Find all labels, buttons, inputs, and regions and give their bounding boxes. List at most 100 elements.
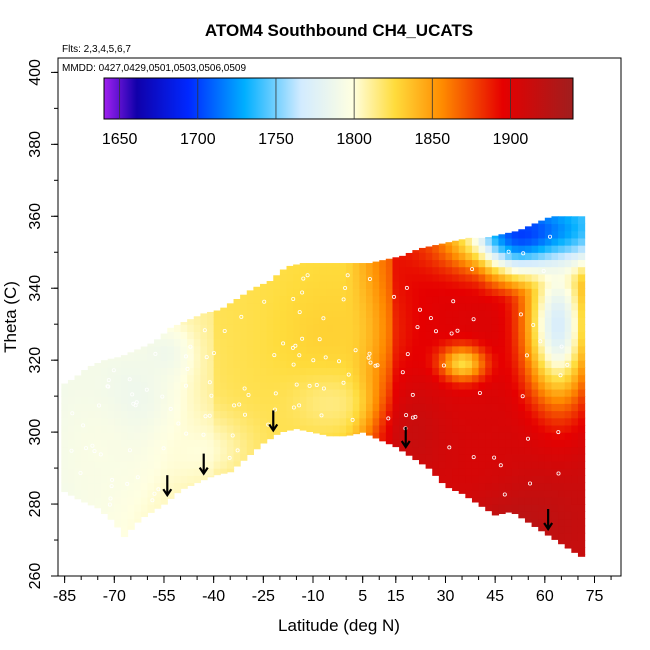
heatmap-cell xyxy=(551,288,559,297)
heatmap-cell xyxy=(551,381,559,390)
heatmap-cell xyxy=(452,475,460,484)
heatmap-cell xyxy=(226,331,235,340)
heatmap-cell xyxy=(438,309,447,318)
heatmap-cell xyxy=(571,223,579,232)
heatmap-cell xyxy=(253,403,261,412)
heatmap-cell xyxy=(140,504,149,512)
heatmap-cell xyxy=(372,281,380,289)
sample-point xyxy=(297,403,302,408)
heatmap-cell xyxy=(571,338,579,347)
heatmap-cell xyxy=(452,489,460,491)
heatmap-cell xyxy=(233,424,241,433)
heatmap-cell xyxy=(107,417,115,426)
heatmap-cell xyxy=(74,424,82,433)
heatmap-cell xyxy=(551,468,559,476)
heatmap-cell xyxy=(491,367,500,376)
heatmap-cell xyxy=(551,532,559,540)
heatmap-cell xyxy=(485,410,493,419)
heatmap-cell xyxy=(213,432,221,440)
heatmap-cell xyxy=(518,281,526,289)
heatmap-cell xyxy=(306,273,314,282)
heatmap-cell xyxy=(571,374,579,383)
heatmap-cell xyxy=(505,295,513,304)
heatmap-cell xyxy=(160,333,168,340)
heatmap-cell xyxy=(213,424,221,433)
heatmap-cell xyxy=(478,245,486,253)
heatmap-cell xyxy=(67,388,76,397)
heatmap-cell xyxy=(498,468,506,476)
arrow-marker xyxy=(400,426,411,449)
heatmap-cell xyxy=(452,396,460,404)
heatmap-cell xyxy=(260,396,268,404)
heatmap-cell xyxy=(392,345,400,354)
heatmap-cell xyxy=(551,518,559,527)
heatmap-cell xyxy=(465,252,473,261)
heatmap-cell xyxy=(107,360,115,368)
heatmap-cell xyxy=(564,295,572,304)
heatmap-cell xyxy=(134,504,142,512)
heatmap-cell xyxy=(346,317,354,325)
heatmap-cell xyxy=(293,317,301,325)
heatmap-cell xyxy=(551,324,559,332)
heatmap-cell xyxy=(412,417,420,426)
heatmap-cell xyxy=(134,388,142,397)
heatmap-cell xyxy=(213,310,221,318)
heatmap-cell xyxy=(432,396,440,404)
heatmap-cell xyxy=(346,345,354,354)
sample-point xyxy=(341,380,346,385)
heatmap-cell xyxy=(273,417,281,426)
heatmap-cell xyxy=(120,367,129,376)
heatmap-cell xyxy=(81,388,89,397)
sample-point xyxy=(317,337,322,342)
heatmap-cell xyxy=(140,381,149,390)
heatmap-cell xyxy=(226,396,235,404)
heatmap-cell xyxy=(564,324,572,332)
heatmap-cell xyxy=(432,410,440,419)
heatmap-cell xyxy=(399,360,407,368)
sample-point xyxy=(321,316,326,321)
sample-point xyxy=(404,285,409,290)
heatmap-cell xyxy=(445,388,453,397)
heatmap-cell xyxy=(438,295,447,304)
heatmap-cell xyxy=(438,360,447,368)
heatmap-cell xyxy=(120,381,129,390)
heatmap-cell xyxy=(260,424,268,433)
heatmap-cell xyxy=(372,317,380,325)
heatmap-cell xyxy=(346,281,354,289)
heatmap-cell xyxy=(286,317,294,325)
heatmap-cell xyxy=(558,381,566,390)
heatmap-cell xyxy=(491,424,500,433)
heatmap-cell xyxy=(538,518,546,527)
heatmap-cell xyxy=(207,381,215,390)
heatmap-cell xyxy=(87,381,96,390)
sample-point xyxy=(293,343,298,348)
heatmap-cell xyxy=(425,367,433,376)
heatmap-cell xyxy=(74,475,82,484)
heatmap-cell xyxy=(518,230,526,239)
sample-point xyxy=(209,393,214,398)
heatmap-cell xyxy=(193,403,201,412)
heatmap-cell xyxy=(405,259,413,268)
heatmap-cell xyxy=(511,403,519,412)
heatmap-cell xyxy=(326,309,334,318)
heatmap-cell xyxy=(352,288,360,297)
heatmap-cell xyxy=(74,489,82,498)
heatmap-cell xyxy=(465,439,473,448)
heatmap-cell xyxy=(551,496,559,505)
heatmap-cell xyxy=(207,352,215,361)
heatmap-cell xyxy=(531,345,539,354)
heatmap-cell xyxy=(491,281,500,289)
heatmap-cell xyxy=(538,475,546,484)
heatmap-cell xyxy=(518,317,526,325)
heatmap-cell xyxy=(478,446,486,455)
heatmap-cell xyxy=(438,446,447,455)
heatmap-cell xyxy=(571,432,579,440)
heatmap-cell xyxy=(511,475,519,484)
sample-point xyxy=(307,383,312,388)
sample-point xyxy=(415,325,420,330)
sample-point xyxy=(520,394,525,399)
heatmap-cell xyxy=(101,417,109,426)
heatmap-cell xyxy=(81,410,89,419)
heatmap-cell xyxy=(173,489,182,494)
heatmap-cell xyxy=(478,273,486,282)
